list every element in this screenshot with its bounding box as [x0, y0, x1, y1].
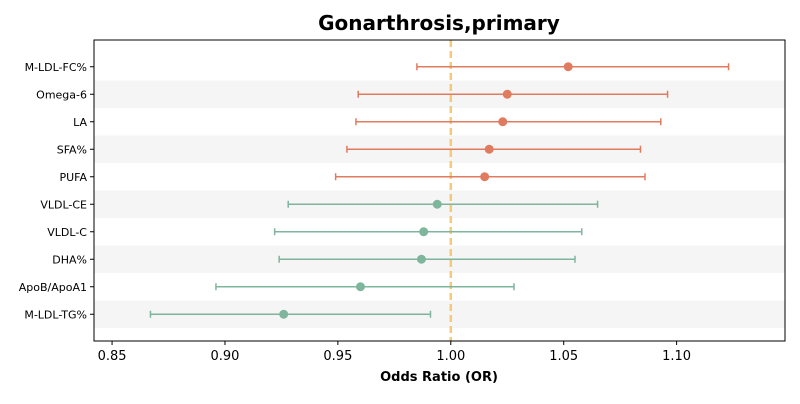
x-tick-label: 1.00 — [436, 349, 465, 364]
or-point — [502, 89, 512, 99]
y-axis: M-LDL-FC% Omega-6 LA SFA% PUFA VLDL-CE VLDL-C D… — [19, 61, 94, 321]
or-point — [419, 227, 429, 237]
x-tick-label: 0.85 — [98, 349, 127, 364]
y-tick-label: VLDL-CE — [40, 198, 87, 211]
y-tick-label: Omega-6 — [36, 88, 87, 101]
y-tick-label: PUFA — [59, 171, 87, 184]
or-point — [480, 172, 490, 182]
x-tick-label: 1.10 — [662, 349, 691, 364]
x-tick-label: 0.90 — [210, 349, 239, 364]
chart-title: Gonarthrosis,primary — [318, 11, 560, 35]
y-tick-label: SFA% — [57, 143, 87, 156]
plot-frame — [93, 39, 786, 342]
or-point — [484, 144, 494, 154]
y-tick-label: M-LDL-FC% — [25, 61, 87, 74]
or-point — [355, 282, 365, 292]
or-point — [432, 199, 442, 209]
or-point — [563, 62, 573, 72]
y-tick-label: LA — [73, 116, 87, 129]
data-marks — [149, 62, 730, 319]
or-point — [416, 254, 426, 264]
or-point — [498, 117, 508, 127]
y-tick-label: DHA% — [52, 253, 87, 266]
x-tick-label: 0.95 — [323, 349, 352, 364]
x-axis: 0.85 0.90 0.95 1.00 1.05 1.10 — [98, 341, 691, 364]
x-axis-label: Odds Ratio (OR) — [380, 370, 498, 385]
y-tick-label: M-LDL-TG% — [24, 308, 87, 321]
y-tick-label: VLDL-C — [47, 226, 87, 239]
or-point — [279, 309, 289, 319]
x-tick-label: 1.05 — [549, 349, 578, 364]
y-tick-label: ApoB/ApoA1 — [19, 281, 87, 294]
